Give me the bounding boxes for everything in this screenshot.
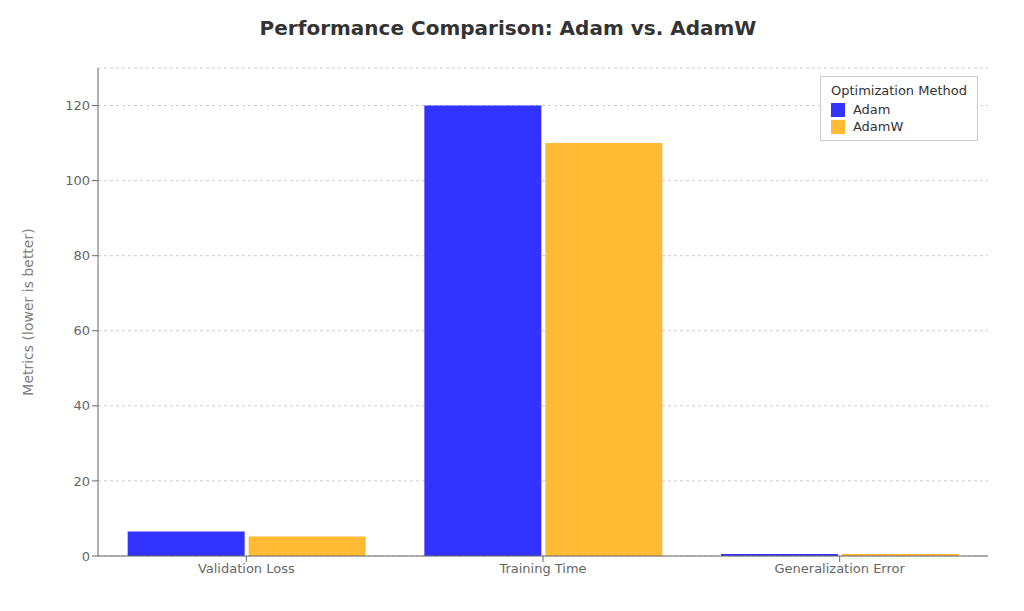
svg-text:Metrics (lower is better): Metrics (lower is better) (20, 228, 36, 395)
svg-text:120: 120 (65, 98, 90, 113)
svg-text:100: 100 (65, 173, 90, 188)
svg-text:40: 40 (73, 398, 90, 413)
svg-text:Generalization Error: Generalization Error (774, 561, 905, 576)
html-text:Optimization Method: Optimization Method (830, 83, 967, 98)
svg-text:80: 80 (73, 248, 90, 263)
svg-text:0: 0 (82, 549, 90, 564)
html-text:Performance Comparison: Adam v: Performance Comparison: Adam vs. AdamW (259, 16, 757, 40)
svg-text:60: 60 (73, 323, 90, 338)
html-text:AdamW: AdamW (852, 119, 904, 134)
svg-text:Validation Loss: Validation Loss (198, 561, 295, 576)
svg-text:20: 20 (73, 474, 90, 489)
svg-text:Training Time: Training Time (498, 561, 586, 576)
html-text:Adam: Adam (852, 102, 891, 117)
